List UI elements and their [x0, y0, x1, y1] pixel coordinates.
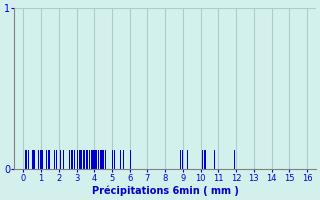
- Bar: [34, 150, 36, 169]
- Bar: [202, 150, 203, 169]
- Bar: [93, 150, 95, 169]
- Bar: [81, 150, 83, 169]
- Bar: [77, 150, 78, 169]
- Bar: [96, 150, 98, 169]
- Bar: [100, 150, 101, 169]
- Bar: [87, 150, 88, 169]
- Bar: [182, 150, 183, 169]
- Bar: [56, 150, 57, 169]
- Bar: [33, 150, 34, 169]
- Bar: [103, 150, 104, 169]
- Bar: [46, 150, 47, 169]
- Bar: [102, 150, 103, 169]
- Bar: [114, 150, 115, 169]
- Bar: [60, 150, 61, 169]
- Bar: [130, 150, 131, 169]
- Bar: [41, 150, 43, 169]
- Bar: [80, 150, 81, 169]
- Bar: [83, 150, 84, 169]
- Bar: [112, 150, 113, 169]
- Bar: [28, 150, 29, 169]
- Bar: [120, 150, 121, 169]
- Bar: [38, 150, 39, 169]
- Bar: [92, 150, 93, 169]
- Bar: [89, 150, 90, 169]
- X-axis label: Précipitations 6min ( mm ): Précipitations 6min ( mm ): [92, 185, 239, 196]
- Bar: [26, 150, 28, 169]
- Bar: [25, 150, 26, 169]
- Bar: [85, 150, 87, 169]
- Bar: [234, 150, 235, 169]
- Bar: [54, 150, 55, 169]
- Bar: [74, 150, 75, 169]
- Bar: [69, 150, 70, 169]
- Bar: [84, 150, 85, 169]
- Bar: [71, 150, 73, 169]
- Bar: [91, 150, 92, 169]
- Bar: [204, 150, 206, 169]
- Bar: [180, 150, 181, 169]
- Bar: [98, 150, 99, 169]
- Bar: [63, 150, 64, 169]
- Bar: [187, 150, 188, 169]
- Bar: [40, 150, 41, 169]
- Bar: [79, 150, 80, 169]
- Bar: [123, 150, 124, 169]
- Bar: [95, 150, 96, 169]
- Bar: [214, 150, 215, 169]
- Bar: [105, 150, 106, 169]
- Bar: [48, 150, 50, 169]
